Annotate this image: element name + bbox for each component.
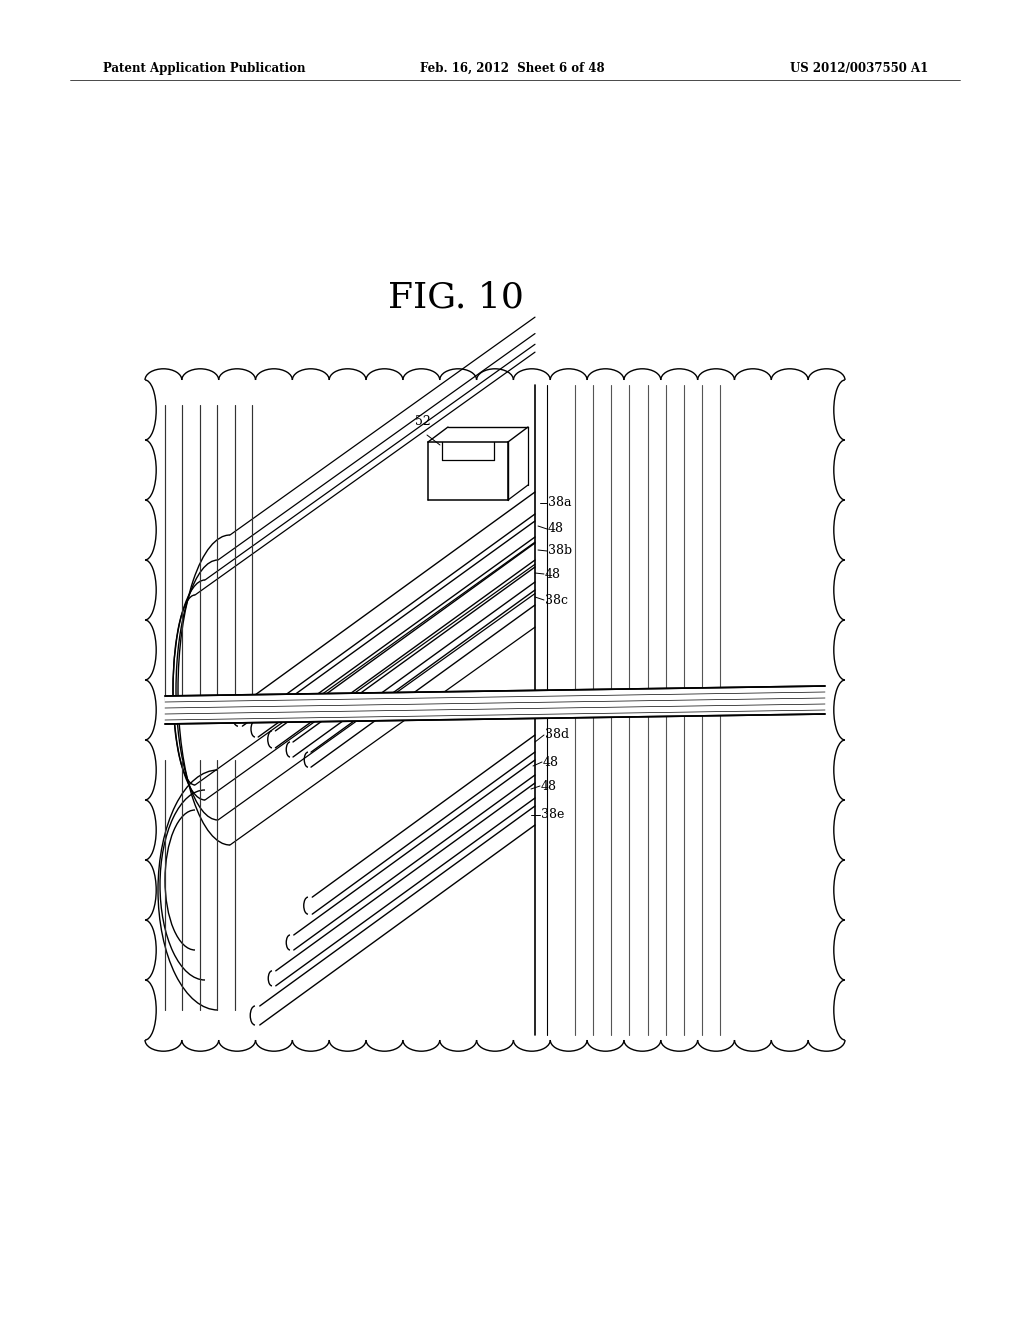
Text: 48: 48 (541, 780, 557, 792)
Text: 38b: 38b (548, 544, 572, 557)
Text: Feb. 16, 2012  Sheet 6 of 48: Feb. 16, 2012 Sheet 6 of 48 (420, 62, 604, 75)
Text: 48: 48 (543, 755, 559, 768)
Text: 38c: 38c (545, 594, 568, 606)
Text: 52: 52 (415, 414, 431, 428)
Text: 38d: 38d (545, 729, 569, 742)
Text: 38e: 38e (541, 808, 564, 821)
Text: 38a: 38a (548, 496, 571, 510)
Text: FIG. 10: FIG. 10 (388, 280, 524, 314)
Polygon shape (165, 686, 825, 723)
Text: 48: 48 (545, 568, 561, 581)
Text: US 2012/0037550 A1: US 2012/0037550 A1 (790, 62, 928, 75)
Text: Patent Application Publication: Patent Application Publication (103, 62, 305, 75)
Text: 48: 48 (548, 523, 564, 536)
